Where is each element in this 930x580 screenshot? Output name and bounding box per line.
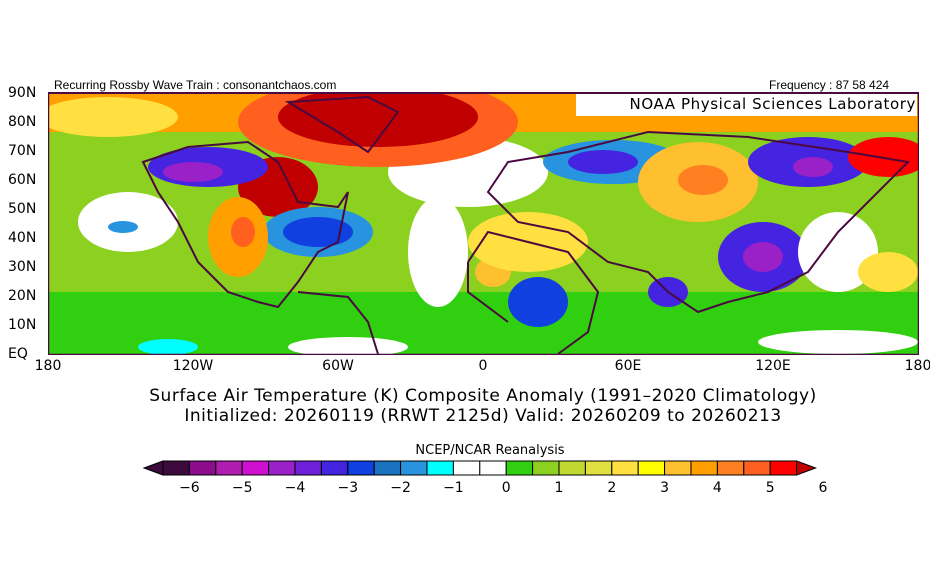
header-left-text: Recurring Rossby Wave Train : consonantc…	[54, 78, 337, 92]
lon-label: 120W	[172, 358, 214, 374]
colorbar-box	[558, 460, 586, 476]
colorbar-box	[294, 460, 322, 476]
anomaly-fields	[48, 92, 919, 355]
colorbar-tick-label: 5	[765, 480, 775, 496]
colorbar-box	[241, 460, 270, 476]
lat-label: 60N	[8, 172, 37, 188]
colorbar-tick-label: −3	[337, 480, 359, 496]
lat-label: EQ	[8, 346, 28, 362]
colorbar-box	[743, 460, 771, 476]
colorbar-box	[532, 460, 560, 476]
coastlines	[141, 95, 911, 355]
colorbar-box	[162, 460, 190, 476]
colorbar-tick-label: −1	[443, 480, 464, 496]
colorbar-box	[452, 460, 481, 476]
colorbar-box	[373, 460, 402, 476]
noaa-label: NOAA Physical Sciences Laboratory	[629, 95, 916, 113]
lat-label: 40N	[8, 230, 37, 246]
lat-label: 10N	[8, 317, 37, 333]
colorbar-box	[215, 460, 243, 476]
lat-label: 80N	[8, 114, 37, 130]
colorbar-box	[505, 460, 534, 476]
colorbar-tick-label: −4	[284, 480, 306, 496]
colorbar-box	[479, 460, 507, 476]
colorbar-box	[664, 460, 692, 476]
colorbar-box	[637, 460, 666, 476]
colorbar-tick-label: 4	[712, 480, 722, 496]
colorbar-tick-label: 1	[554, 480, 564, 496]
colorbar-box	[188, 460, 217, 476]
anomaly-map	[48, 92, 919, 355]
colorbar-under-arrow	[142, 460, 164, 476]
lon-label: 180	[34, 358, 62, 374]
colorbar-box	[584, 460, 613, 476]
lat-label: 70N	[8, 143, 37, 159]
colorbar-tick-label: 2	[607, 480, 617, 496]
colorbar-box	[716, 460, 745, 476]
colorbar-box	[611, 460, 639, 476]
colorbar-tick-label: 0	[501, 480, 511, 496]
header-right-text: Frequency : 87 58 424	[769, 78, 890, 92]
colorbar-box	[347, 460, 375, 476]
colorbar-box	[320, 460, 349, 476]
lon-label: 60W	[322, 358, 354, 374]
colorbar-box	[400, 460, 428, 476]
colorbar-label: NCEP/NCAR Reanalysis	[415, 443, 565, 458]
title-line-1: Surface Air Temperature (K) Composite An…	[149, 386, 817, 406]
colorbar	[142, 460, 818, 476]
colorbar-box	[426, 460, 454, 476]
colorbar-box	[690, 460, 718, 476]
title-line-2: Initialized: 20260119 (RRWT 2125d) Valid…	[184, 406, 782, 426]
colorbar-box	[268, 460, 296, 476]
colorbar-tick-label: 3	[660, 480, 670, 496]
colorbar-over-arrow	[796, 460, 818, 476]
lon-label: 0	[478, 358, 488, 374]
lon-label: 180	[904, 358, 930, 374]
lon-label: 120E	[755, 358, 791, 374]
colorbar-tick-label: −6	[179, 480, 200, 496]
colorbar-box	[769, 460, 798, 476]
colorbar-tick-label: −2	[390, 480, 411, 496]
lat-label: 50N	[8, 201, 37, 217]
colorbar-tick-label: 6	[818, 480, 828, 496]
lat-label: 30N	[8, 259, 37, 275]
lat-label: 90N	[8, 85, 37, 101]
colorbar-tick-label: −5	[231, 480, 253, 496]
lon-label: 60E	[614, 358, 642, 374]
lat-label: 20N	[8, 288, 37, 304]
